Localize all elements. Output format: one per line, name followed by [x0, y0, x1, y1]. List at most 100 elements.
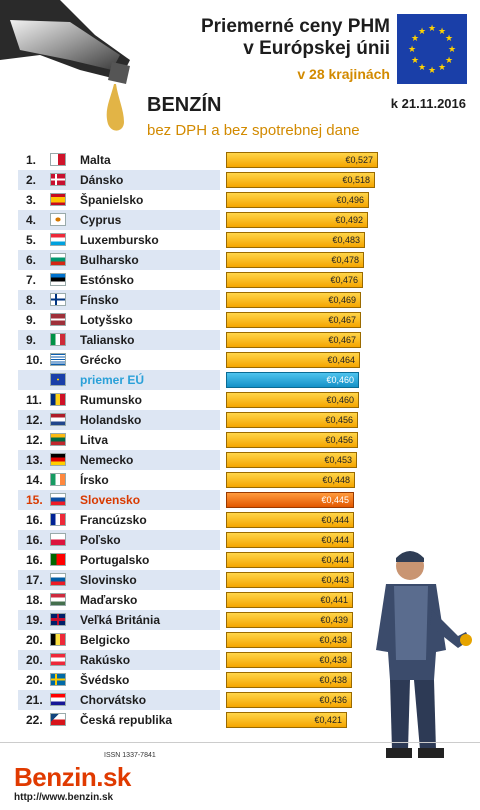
romania-flag-icon	[50, 393, 66, 406]
ireland-flag-icon	[50, 473, 66, 486]
svg-text:★: ★	[445, 56, 453, 66]
country-label: Rakúsko	[80, 653, 131, 667]
finland-flag-icon	[50, 293, 66, 306]
rank-label: 1.	[26, 153, 37, 167]
rank-label: 12.	[26, 413, 43, 427]
table-row: 17. Slovinsko	[18, 570, 220, 590]
rank-label: 16.	[26, 513, 43, 527]
country-label: Slovensko	[80, 493, 141, 507]
price-value-label: €0,483	[332, 235, 360, 245]
price-bar: €0,421	[226, 712, 347, 728]
country-label: Írsko	[80, 473, 109, 487]
country-label: Fínsko	[80, 293, 119, 307]
svg-text:★: ★	[428, 24, 436, 34]
price-bar: €0,438	[226, 652, 352, 668]
country-label: Bulharsko	[80, 253, 139, 267]
table-row: 1. Malta	[18, 150, 220, 170]
price-value-label: €0,445	[321, 495, 349, 505]
austria-flag-icon	[50, 653, 66, 666]
price-bar: €0,527	[226, 152, 378, 168]
fuel-nozzle-icon	[0, 0, 130, 131]
price-bar: €0,467	[226, 332, 361, 348]
table-row: 8. Fínsko	[18, 290, 220, 310]
country-label: Francúzsko	[80, 513, 147, 527]
price-bar: €0,460	[226, 372, 359, 388]
rank-label: 20.	[26, 653, 43, 667]
eu-flag-icon: ★ ★★ ★★★ ★★★ ★★★	[397, 14, 467, 84]
denmark-flag-icon	[50, 173, 66, 186]
country-label: Estónsko	[80, 273, 135, 287]
italy-flag-icon	[50, 333, 66, 346]
table-row: priemer EÚ	[18, 370, 220, 390]
price-value-label: €0,464	[327, 355, 355, 365]
table-row: 9. Taliansko	[18, 330, 220, 350]
country-label: Litva	[80, 433, 109, 447]
rank-label: 15.	[26, 493, 43, 507]
country-label: Chorvátsko	[80, 693, 147, 707]
rank-label: 21.	[26, 693, 43, 707]
country-label: Slovinsko	[80, 573, 137, 587]
issn-label: ISSN 1337-7841	[104, 752, 156, 759]
price-value-label: €0,444	[321, 515, 349, 525]
rank-label: 20.	[26, 673, 43, 687]
svg-text:★: ★	[418, 63, 426, 73]
table-row: 18. Maďarsko	[18, 590, 220, 610]
spain-flag-icon	[50, 193, 66, 206]
price-value-label: €0,438	[319, 655, 347, 665]
malta-flag-icon	[50, 153, 66, 166]
greece-flag-icon	[50, 353, 66, 366]
price-bar: €0,496	[226, 192, 369, 208]
website-link[interactable]: http://www.benzin.sk	[14, 792, 114, 803]
table-row: 6. Bulharsko	[18, 250, 220, 270]
country-label: Rumunsko	[80, 393, 143, 407]
germany-flag-icon	[50, 453, 66, 466]
price-bar: €0,456	[226, 412, 358, 428]
estonia-flag-icon	[50, 273, 66, 286]
date-label: k 21.11.2016	[390, 96, 466, 111]
rank-label: 6.	[26, 253, 37, 267]
belgium-flag-icon	[50, 633, 66, 646]
price-value-label: €0,476	[330, 275, 358, 285]
price-bar: €0,464	[226, 352, 360, 368]
price-bar: €0,469	[226, 292, 361, 308]
price-value-label: €0,444	[321, 555, 349, 565]
price-value-label: €0,448	[322, 475, 350, 485]
price-value-label: €0,436	[319, 695, 347, 705]
table-row: 21. Chorvátsko	[18, 690, 220, 710]
bulgaria-flag-icon	[50, 253, 66, 266]
table-row: 16. Francúzsko	[18, 510, 220, 530]
price-chart: 1. Malta €0,527 2. Dánsko €0,518 3. Španielsko €…	[0, 150, 480, 735]
title-line-1: Priemerné ceny PHM	[200, 16, 390, 37]
country-label: priemer EÚ	[80, 373, 145, 387]
price-value-label: €0,478	[331, 255, 359, 265]
price-bar: €0,483	[226, 232, 365, 248]
brand-logo[interactable]: Benzin.sk	[14, 762, 131, 792]
rank-label: 9.	[26, 313, 37, 327]
price-value-label: €0,444	[321, 535, 349, 545]
country-label: Španielsko	[80, 193, 144, 207]
country-label: Dánsko	[80, 173, 124, 187]
price-bar: €0,438	[226, 632, 352, 648]
rank-label: 18.	[26, 593, 43, 607]
country-label: Švédsko	[80, 673, 130, 687]
price-value-label: €0,467	[328, 315, 356, 325]
svg-text:★: ★	[445, 34, 453, 44]
price-bar: €0,492	[226, 212, 368, 228]
country-label: Taliansko	[80, 333, 135, 347]
country-label: Grécko	[80, 353, 122, 367]
svg-text:★: ★	[411, 56, 419, 66]
rank-label: 8.	[26, 293, 37, 307]
country-label: Veľká Británia	[80, 613, 160, 627]
rank-label: 4.	[26, 213, 37, 227]
price-bar: €0,439	[226, 612, 353, 628]
table-row: 3. Španielsko	[18, 190, 220, 210]
price-bar: €0,453	[226, 452, 357, 468]
rank-label: 3.	[26, 193, 37, 207]
svg-text:★: ★	[438, 63, 446, 73]
eu-flag-icon	[50, 373, 66, 386]
sweden-flag-icon	[50, 673, 66, 686]
country-label: Česká republika	[80, 713, 173, 727]
price-value-label: €0,441	[320, 595, 348, 605]
table-row: 20. Belgicko	[18, 630, 220, 650]
price-value-label: €0,492	[335, 215, 363, 225]
